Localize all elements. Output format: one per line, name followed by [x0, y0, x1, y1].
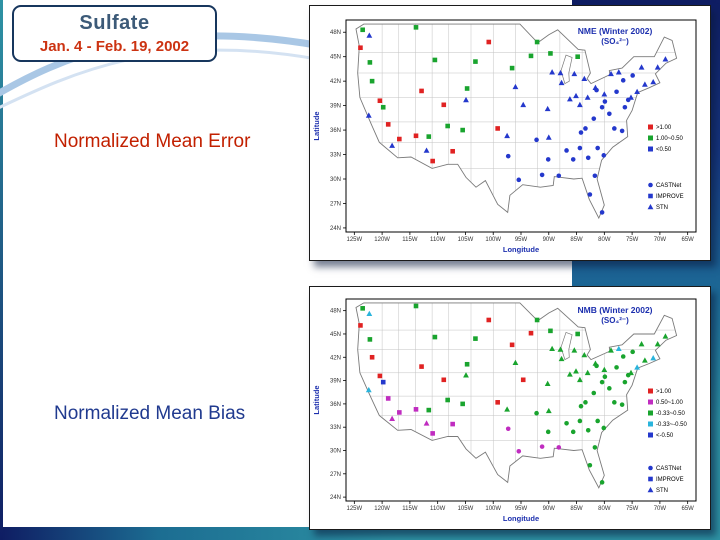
slide-title: Sulfate: [79, 12, 150, 34]
svg-text:36N: 36N: [330, 402, 341, 408]
svg-text:CASTNet: CASTNet: [656, 466, 682, 472]
svg-text:<-0.50: <-0.50: [656, 433, 674, 439]
slide-date-range: Jan. 4 - Feb. 19, 2002: [39, 38, 190, 55]
label-normalized-mean-error: Normalized Mean Error: [54, 131, 251, 152]
svg-text:30N: 30N: [330, 177, 341, 183]
svg-text:65W: 65W: [681, 237, 694, 243]
svg-text:STN: STN: [656, 488, 668, 494]
svg-text:100W: 100W: [485, 506, 501, 512]
svg-text:80W: 80W: [598, 506, 611, 512]
svg-text:90W: 90W: [543, 506, 556, 512]
svg-text:75W: 75W: [626, 237, 639, 243]
y-axis-label: Latitude: [312, 111, 321, 140]
svg-text:27N: 27N: [330, 201, 341, 207]
chart-title: NMB (Winter 2002): [577, 305, 652, 315]
svg-text:95W: 95W: [515, 506, 528, 512]
lake-michigan-outline: [560, 54, 573, 85]
plot-frame: [345, 298, 697, 502]
svg-text:125W: 125W: [346, 237, 362, 243]
svg-text:30N: 30N: [330, 449, 341, 455]
title-box: Sulfate Jan. 4 - Feb. 19, 2002: [12, 5, 217, 62]
svg-text:95W: 95W: [515, 237, 528, 243]
svg-text:45N: 45N: [330, 332, 341, 338]
svg-text:48N: 48N: [330, 30, 341, 36]
svg-text:90W: 90W: [543, 237, 556, 243]
svg-text:IMPROVE: IMPROVE: [656, 194, 684, 200]
chart-subtitle: (SO₄²⁻): [601, 37, 629, 46]
map-figure: 125W 120W 115W 110W 105W 100W 95W 90W 85W 80W 75W 7…: [312, 19, 697, 254]
legend-networks: CASTNet IMPROVE STN: [647, 465, 684, 494]
state-borders: [356, 302, 677, 488]
us-outline: [355, 302, 678, 489]
svg-text:125W: 125W: [346, 506, 362, 512]
svg-text:39N: 39N: [330, 379, 341, 385]
svg-text:70W: 70W: [654, 237, 667, 243]
svg-text:115W: 115W: [402, 506, 418, 512]
svg-text:27N: 27N: [330, 472, 341, 478]
svg-text:>1.00: >1.00: [656, 125, 672, 131]
lake-michigan-outline: [560, 331, 573, 361]
svg-text:70W: 70W: [654, 506, 667, 512]
svg-text:105W: 105W: [458, 237, 474, 243]
svg-text:>1.00: >1.00: [656, 389, 672, 395]
legend-networks: CASTNet IMPROVE STN: [647, 182, 684, 211]
svg-text:120W: 120W: [374, 506, 390, 512]
legend-thresholds: >1.00 0.50~1.00 -0.33~0.50 -0.33~-0.50 <-0.5…: [648, 388, 688, 439]
svg-text:45N: 45N: [330, 55, 341, 61]
legend-thresholds: >1.00 1.00~0.50 <0.50: [648, 124, 684, 153]
plot-frame: [345, 19, 697, 233]
axis-ticks: 125W 120W 115W 110W 105W 100W 95W 90W 85W 80W 75W 7…: [330, 309, 694, 512]
label-normalized-mean-bias: Normalized Mean Bias: [54, 403, 246, 424]
svg-text:48N: 48N: [330, 309, 341, 315]
svg-text:-0.33~0.50: -0.33~0.50: [656, 411, 686, 417]
chart-title: NME (Winter 2002): [578, 26, 653, 36]
axis-ticks: 125W 120W 115W 110W 105W 100W 95W 90W 85W 80W 75W 7…: [330, 30, 694, 243]
svg-text:1.00~0.50: 1.00~0.50: [656, 136, 684, 142]
svg-text:80W: 80W: [598, 237, 611, 243]
svg-text:36N: 36N: [330, 128, 341, 134]
svg-text:85W: 85W: [570, 237, 583, 243]
svg-text:33N: 33N: [330, 425, 341, 431]
svg-text:CASTNet: CASTNet: [656, 183, 682, 189]
svg-text:33N: 33N: [330, 153, 341, 159]
svg-text:100W: 100W: [485, 237, 501, 243]
svg-text:0.50~1.00: 0.50~1.00: [656, 400, 684, 406]
x-axis-label: Longitude: [503, 514, 539, 523]
data-markers: [358, 303, 669, 485]
us-outline: [355, 23, 678, 220]
nme-map-chart: 125W 120W 115W 110W 105W 100W 95W 90W 85W 80W 75W 7…: [309, 5, 711, 261]
svg-text:42N: 42N: [330, 355, 341, 361]
svg-text:24N: 24N: [330, 495, 341, 501]
x-axis-label: Longitude: [503, 245, 539, 254]
svg-text:115W: 115W: [402, 237, 418, 243]
y-axis-label: Latitude: [312, 385, 321, 414]
data-markers: [358, 25, 669, 215]
map-figure: 125W 120W 115W 110W 105W 100W 95W 90W 85W 80W 75W 7…: [312, 298, 697, 523]
svg-text:24N: 24N: [330, 226, 341, 232]
svg-text:<0.50: <0.50: [656, 147, 672, 153]
svg-text:105W: 105W: [458, 506, 474, 512]
chart-subtitle: (SO₄²⁻): [601, 316, 629, 325]
svg-text:42N: 42N: [330, 79, 341, 85]
bottom-border-decoration: [0, 527, 720, 540]
svg-text:65W: 65W: [681, 506, 694, 512]
svg-text:-0.33~-0.50: -0.33~-0.50: [656, 422, 688, 428]
svg-text:75W: 75W: [626, 506, 639, 512]
svg-text:110W: 110W: [430, 237, 446, 243]
svg-text:STN: STN: [656, 205, 668, 211]
state-borders: [356, 24, 677, 219]
svg-text:120W: 120W: [374, 237, 390, 243]
svg-text:85W: 85W: [570, 506, 583, 512]
svg-text:IMPROVE: IMPROVE: [656, 477, 684, 483]
svg-text:110W: 110W: [430, 506, 446, 512]
svg-text:39N: 39N: [330, 104, 341, 110]
nmb-map-chart: 125W 120W 115W 110W 105W 100W 95W 90W 85W 80W 75W 7…: [309, 286, 711, 530]
left-border-decoration: [0, 0, 3, 540]
